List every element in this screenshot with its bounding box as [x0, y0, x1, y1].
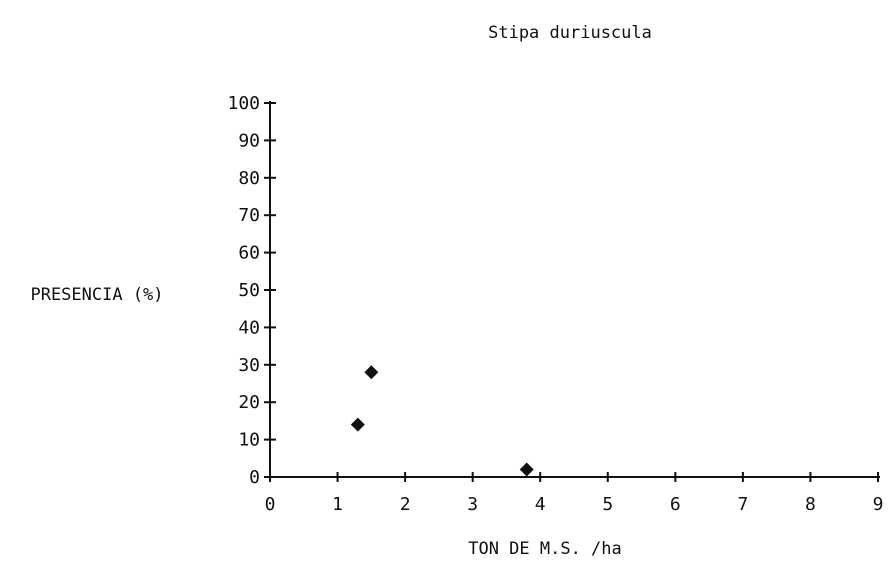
x-axis-label: TON DE M.S. /ha	[468, 539, 622, 559]
y-tick-label: 40	[238, 317, 260, 338]
y-tick-label: 10	[238, 430, 260, 451]
data-point	[364, 365, 379, 380]
x-tick-label: 0	[265, 494, 276, 515]
x-axis-ticks: 0 1 2 3 4 5 6 7 8 9	[265, 472, 884, 515]
data-point	[519, 462, 534, 477]
chart-title: Stipa duriuscula	[488, 23, 652, 43]
data-points	[350, 365, 534, 477]
x-tick-label: 7	[737, 494, 748, 515]
x-tick-label: 1	[332, 494, 343, 515]
y-tick-label: 60	[238, 243, 260, 264]
x-tick-label: 5	[602, 494, 613, 515]
y-tick-label: 80	[238, 168, 260, 189]
y-axis-label: PRESENCIA (%)	[30, 285, 163, 305]
y-tick-label: 70	[238, 205, 260, 226]
data-point	[350, 417, 365, 432]
y-tick-label: 20	[238, 392, 260, 413]
x-tick-label: 3	[467, 494, 478, 515]
x-tick-label: 9	[873, 494, 884, 515]
y-tick-label: 0	[249, 467, 260, 488]
y-tick-label: 100	[227, 93, 260, 114]
x-tick-label: 6	[670, 494, 681, 515]
y-tick-label: 90	[238, 130, 260, 151]
x-tick-label: 4	[535, 494, 546, 515]
y-tick-label: 30	[238, 355, 260, 376]
y-axis-ticks: 0 10 20 30 40 50 60 70 80 90 100	[227, 93, 276, 488]
x-tick-label: 2	[400, 494, 411, 515]
x-tick-label: 8	[805, 494, 816, 515]
y-tick-label: 50	[238, 280, 260, 301]
